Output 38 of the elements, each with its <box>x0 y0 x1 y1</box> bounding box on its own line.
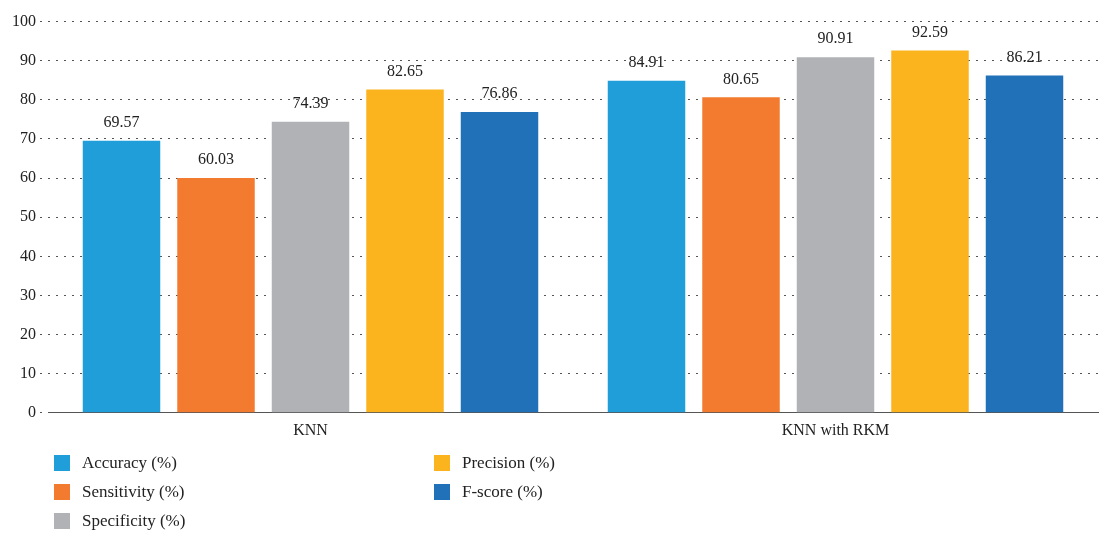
y-tick-label: 10 <box>20 363 36 381</box>
y-tick-label: 20 <box>20 324 36 342</box>
x-tick-label: KNN with RKM <box>781 420 890 438</box>
y-tick-label: 0 <box>28 403 36 420</box>
legend-label: Specificity (%) <box>82 510 186 531</box>
legend-label: F-score (%) <box>462 481 543 502</box>
bar <box>985 75 1064 413</box>
bar <box>607 80 686 413</box>
y-tick-label: 40 <box>20 246 36 264</box>
data-label: 80.65 <box>723 69 759 87</box>
data-label: 76.86 <box>481 84 518 102</box>
bar <box>271 121 350 413</box>
bar <box>702 97 780 413</box>
y-tick-label: 50 <box>20 207 36 225</box>
data-label: 69.57 <box>103 112 140 130</box>
legend-label: Accuracy (%) <box>82 452 177 473</box>
legend-label: Sensitivity (%) <box>82 481 185 502</box>
bar <box>82 140 161 413</box>
bar <box>796 57 875 413</box>
data-label: 92.59 <box>912 22 948 40</box>
data-label: 82.65 <box>387 61 423 79</box>
bar <box>366 89 444 413</box>
y-tick-label: 70 <box>20 129 36 147</box>
data-label: 84.91 <box>628 52 665 70</box>
y-tick-label: 90 <box>20 50 36 68</box>
data-label: 60.03 <box>198 150 234 168</box>
y-tick-label: 60 <box>20 168 36 186</box>
y-tick-label: 100 <box>12 11 36 29</box>
bar <box>177 177 255 413</box>
y-tick-label: 30 <box>20 285 36 303</box>
x-tick-label: KNN <box>293 420 329 438</box>
bar <box>460 112 539 413</box>
legend-label: Precision (%) <box>462 452 556 473</box>
bar <box>891 50 969 413</box>
y-tick-label: 80 <box>20 90 36 108</box>
data-label: 74.39 <box>292 93 329 111</box>
data-label: 86.21 <box>1006 47 1043 65</box>
data-label: 90.91 <box>817 29 854 47</box>
